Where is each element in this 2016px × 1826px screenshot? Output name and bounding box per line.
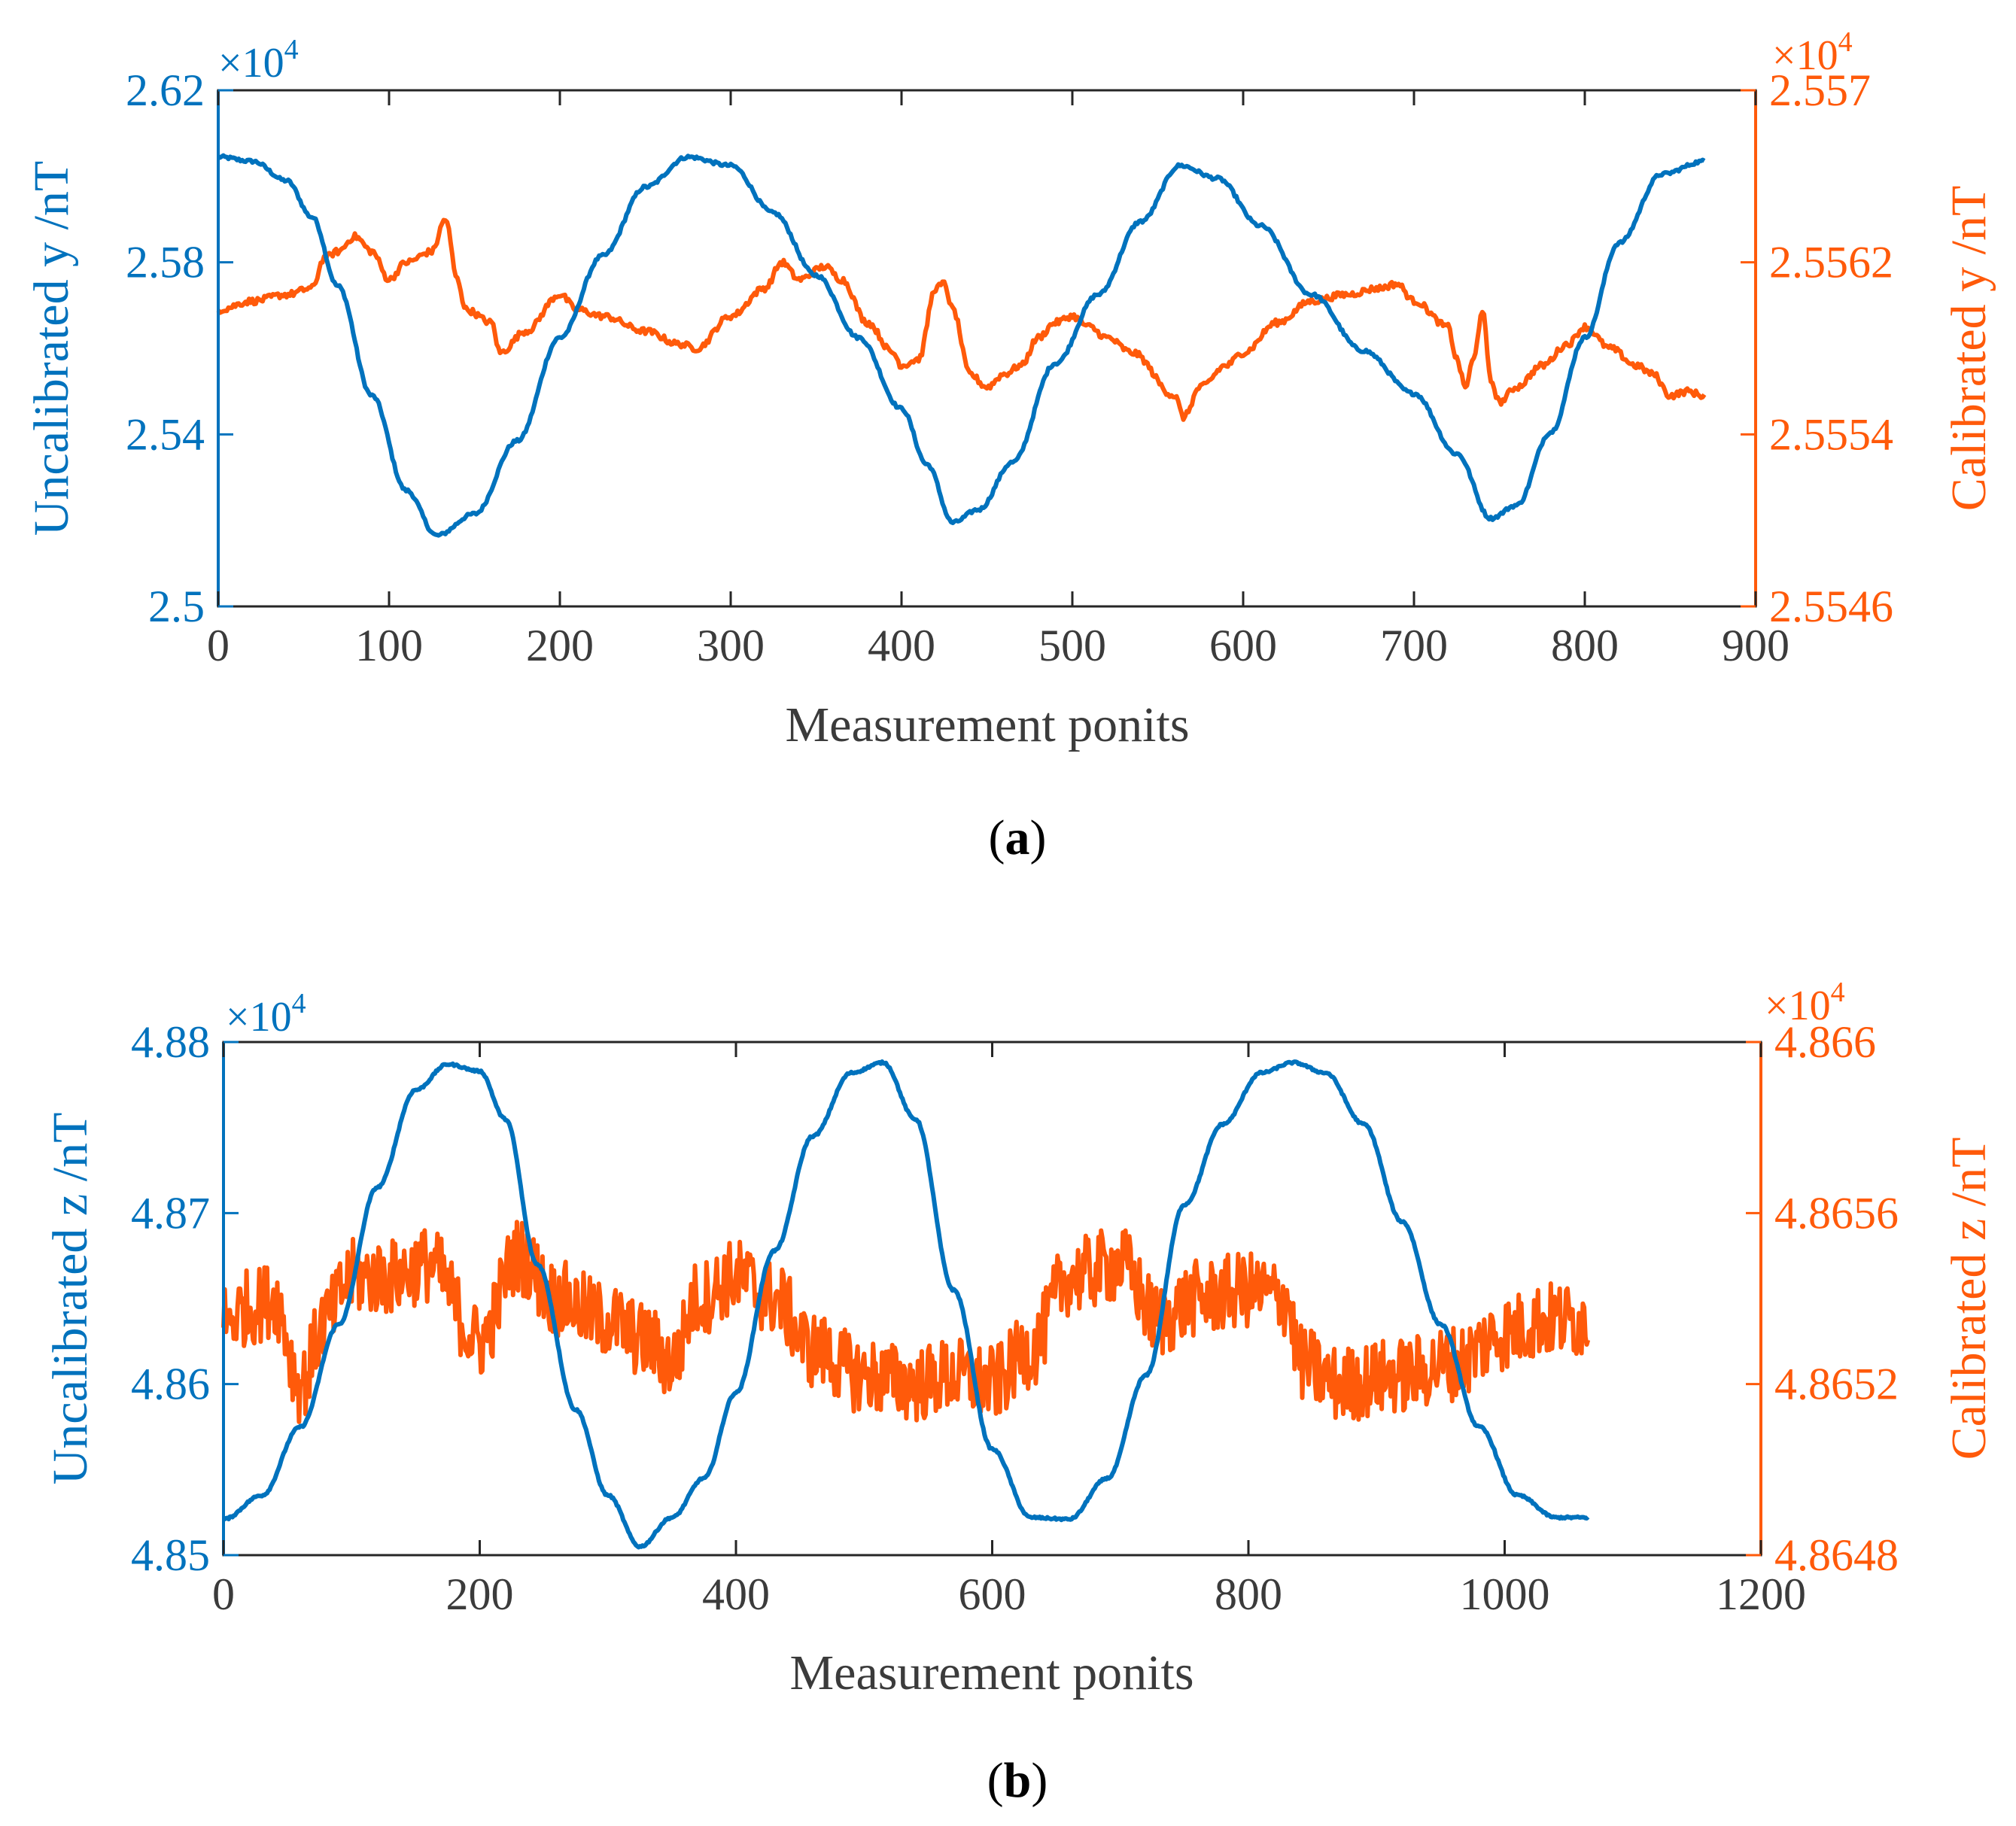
panel-b-series-layer: [221, 1059, 1591, 1550]
x-tick-label: 600: [1209, 621, 1277, 670]
panel-b-right-exponent: ×104: [1765, 977, 1845, 1029]
panel-a-y-right-title: Calibrated y /nT: [1942, 186, 1996, 512]
x-tick-label: 400: [702, 1569, 770, 1619]
x-tick-label: 0: [207, 621, 230, 670]
series-line-calibrated-z: [221, 1220, 1591, 1424]
y-left-tick-label: 2.62: [126, 65, 205, 115]
panel-b-caption-letter: b: [1004, 1753, 1032, 1808]
x-tick-label: 800: [1551, 621, 1619, 670]
y-right-tick-label: 4.8652: [1774, 1360, 1899, 1409]
panel-a-right-exponent-power: 4: [1838, 26, 1853, 58]
panel-b-x-title: Measurement ponits: [789, 1645, 1193, 1700]
y-left-tick-label: 4.88: [131, 1017, 210, 1067]
x-tick-label: 100: [355, 621, 423, 670]
panel-a-right-exponent: ×104: [1772, 26, 1853, 79]
y-right-tick-label: 2.5554: [1769, 409, 1893, 459]
y-left-tick-label: 4.85: [131, 1530, 210, 1580]
y-left-tick-label: 4.87: [131, 1188, 210, 1238]
panel-b-left-exponent-power: 4: [292, 988, 306, 1019]
x-tick-label: 1200: [1716, 1569, 1806, 1619]
series-line-uncalibrated-y: [217, 153, 1706, 538]
panel-b-ticks: 0 200 400 600 800 1000 1200 4.85 4.86 4.87 4.88 4.8…: [131, 1017, 1899, 1619]
panel-a-caption-letter: a: [1005, 810, 1030, 865]
y-right-tick-label: 4.866: [1774, 1017, 1876, 1067]
y-left-tick-label: 2.58: [126, 238, 205, 287]
x-tick-label: 900: [1722, 621, 1789, 670]
series-line-uncalibrated-z: [222, 1059, 1590, 1550]
x-tick-label: 0: [212, 1569, 235, 1619]
x-tick-label: 600: [959, 1569, 1026, 1619]
y-right-tick-label: 2.5562: [1769, 238, 1893, 287]
panel-b-chart: 0 200 400 600 800 1000 1200 4.85 4.86 4.87 4.88 4.8…: [43, 977, 1996, 1808]
y-right-tick-label: 2.5546: [1769, 582, 1893, 631]
panel-b-y-right-title: Calibrated z /nT: [1942, 1138, 1996, 1460]
x-tick-label: 200: [446, 1569, 514, 1619]
y-left-tick-label: 2.54: [126, 409, 205, 459]
panel-a-left-exponent: ×104: [218, 34, 299, 87]
panel-b-left-exponent: ×104: [226, 988, 306, 1041]
panel-a-left-exponent-power: 4: [284, 34, 299, 65]
panel-b-caption: (b): [987, 1753, 1048, 1808]
panel-a-ticks: 0 100 200 300 400 500 600 700 800 900 2.5 2.54 2.58 2…: [126, 65, 1893, 670]
x-tick-label: 1000: [1460, 1569, 1550, 1619]
x-tick-label: 800: [1215, 1569, 1282, 1619]
y-left-tick-label: 2.5: [148, 582, 205, 631]
panel-a-x-title: Measurement ponits: [785, 697, 1189, 752]
panel-b-right-exponent-power: 4: [1831, 977, 1845, 1008]
series-line-calibrated-y: [216, 217, 1707, 422]
panel-a-y-left-title: Uncalibrated y /nT: [24, 161, 79, 536]
y-right-tick-label: 2.557: [1769, 65, 1871, 115]
panel-b-y-left-title: Uncalibrated z /nT: [43, 1113, 98, 1485]
x-tick-label: 400: [868, 621, 935, 670]
x-tick-label: 300: [697, 621, 765, 670]
panel-a-caption: (a): [989, 810, 1047, 865]
x-tick-label: 500: [1038, 621, 1106, 670]
panel-a-chart: 0 100 200 300 400 500 600 700 800 900 2.5 2.54 2.58 2…: [24, 26, 1996, 865]
y-right-tick-label: 4.8656: [1774, 1188, 1899, 1238]
y-right-tick-label: 4.8648: [1774, 1530, 1899, 1580]
panel-a-series-layer: [216, 153, 1707, 538]
x-tick-label: 700: [1380, 621, 1448, 670]
x-tick-label: 200: [526, 621, 594, 670]
y-left-tick-label: 4.86: [131, 1360, 210, 1409]
